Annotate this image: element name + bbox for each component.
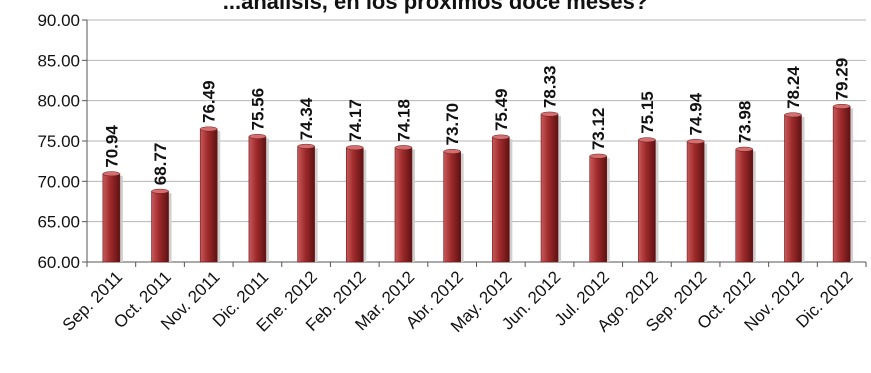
bar-top bbox=[394, 145, 413, 151]
data-label: 70.94 bbox=[102, 125, 121, 168]
bar bbox=[297, 146, 315, 263]
data-label: 74.18 bbox=[394, 99, 413, 142]
data-label: 75.49 bbox=[492, 89, 511, 132]
bar-top bbox=[540, 111, 559, 117]
bar bbox=[832, 106, 851, 263]
bar-top bbox=[346, 145, 364, 151]
bar bbox=[248, 136, 267, 263]
y-tick-label: 85.00 bbox=[37, 51, 80, 70]
data-label: 73.12 bbox=[589, 108, 608, 151]
bar-top bbox=[102, 171, 121, 177]
y-tick-label: 90.00 bbox=[37, 11, 80, 30]
data-label: 68.77 bbox=[151, 143, 170, 186]
data-label: 76.49 bbox=[200, 80, 219, 123]
data-label: 74.94 bbox=[687, 92, 706, 135]
bar bbox=[784, 114, 802, 263]
bar bbox=[492, 136, 510, 263]
bar-top bbox=[735, 146, 754, 152]
bar bbox=[589, 155, 608, 263]
bar-top bbox=[199, 126, 218, 132]
y-tick-label: 65.00 bbox=[37, 213, 80, 232]
bar-top bbox=[248, 134, 267, 139]
bar-top bbox=[686, 139, 705, 144]
bar-top bbox=[589, 153, 607, 159]
bar bbox=[151, 190, 169, 263]
data-label: 74.17 bbox=[346, 99, 365, 142]
bar-top bbox=[832, 103, 851, 109]
y-tick-label: 80.00 bbox=[37, 92, 80, 111]
y-tick-label: 75.00 bbox=[37, 132, 80, 151]
bar bbox=[199, 128, 218, 263]
bar-top bbox=[151, 188, 169, 194]
bar bbox=[102, 173, 121, 263]
data-label: 73.98 bbox=[735, 101, 754, 144]
y-tick-label: 70.00 bbox=[37, 172, 80, 191]
bar bbox=[443, 151, 461, 263]
data-label: 73.70 bbox=[443, 103, 462, 146]
data-label: 78.33 bbox=[541, 66, 560, 109]
y-tick-label: 60.00 bbox=[37, 253, 80, 272]
bar bbox=[540, 113, 559, 263]
bar-top bbox=[297, 143, 315, 149]
data-label: 78.24 bbox=[784, 66, 803, 109]
bar-top bbox=[443, 149, 461, 154]
bar-top bbox=[784, 112, 802, 118]
bar bbox=[345, 147, 364, 263]
data-label: 74.34 bbox=[297, 97, 316, 140]
chart-title: ...análisis, en los próximos doce meses? bbox=[222, 0, 649, 14]
bar bbox=[638, 139, 656, 263]
bar-top bbox=[638, 137, 656, 143]
data-label: 75.56 bbox=[248, 88, 267, 131]
bar bbox=[686, 141, 705, 263]
bar bbox=[735, 148, 754, 263]
data-label: 75.15 bbox=[638, 91, 657, 134]
bar bbox=[394, 147, 413, 263]
bar-top bbox=[492, 134, 510, 140]
data-label: 79.29 bbox=[833, 58, 852, 101]
